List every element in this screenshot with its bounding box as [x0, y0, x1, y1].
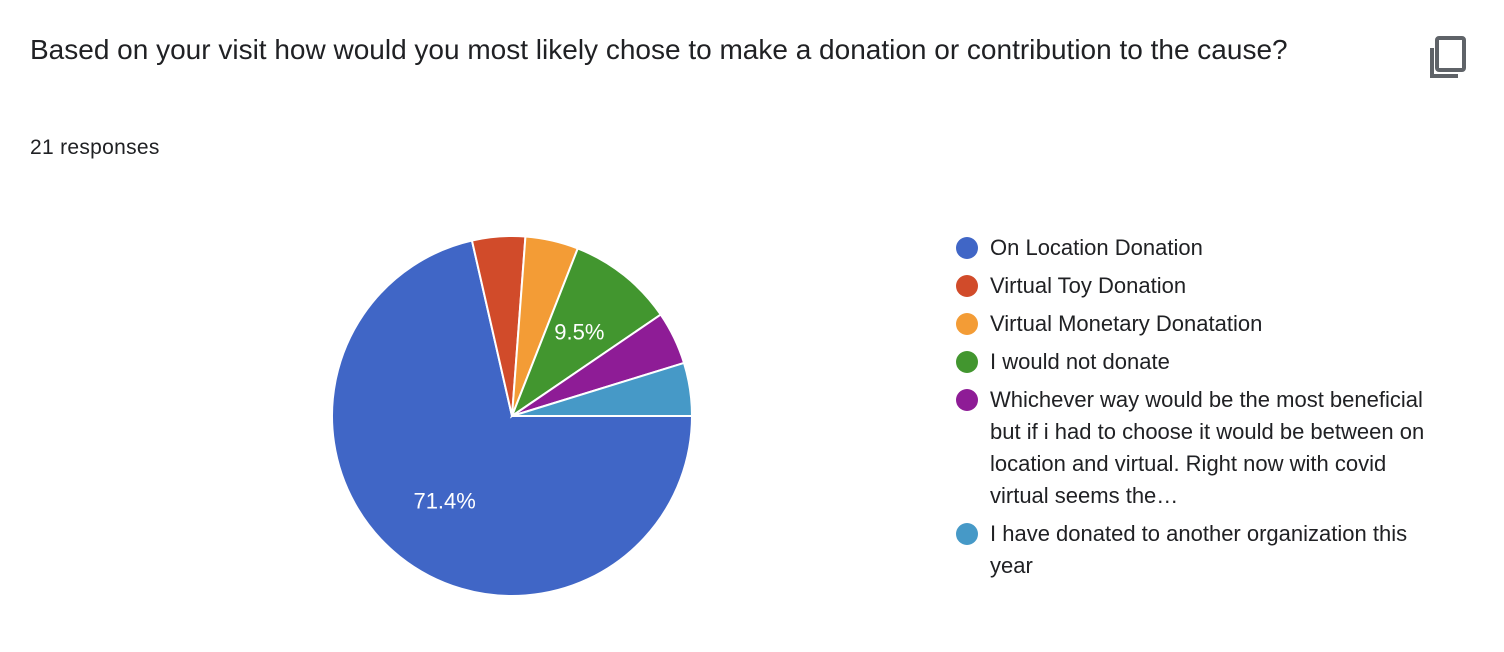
response-count: 21 responses: [30, 136, 160, 159]
copy-icon: [1430, 36, 1466, 78]
legend-swatch: [956, 351, 978, 373]
legend-item[interactable]: I would not donate: [954, 346, 1444, 378]
slice-percent-label: 9.5%: [554, 320, 604, 345]
copy-chart-button[interactable]: [1420, 30, 1470, 80]
legend-swatch: [956, 275, 978, 297]
legend-label: Virtual Monetary Donatation: [990, 311, 1263, 336]
legend-label: On Location Donation: [990, 235, 1203, 260]
legend-swatch: [956, 237, 978, 259]
pie-slice[interactable]: [509, 247, 663, 419]
legend-swatch: [956, 313, 978, 335]
legend-item[interactable]: Virtual Monetary Donatation: [954, 308, 1444, 340]
legend-label: I would not donate: [990, 349, 1170, 374]
slice-percent-label: 71.4%: [413, 488, 475, 513]
legend-item[interactable]: On Location Donation: [954, 232, 1444, 264]
legend-swatch: [956, 389, 978, 411]
question-title: Based on your visit how would you most l…: [30, 34, 1288, 65]
chart-legend: On Location Donation Virtual Toy Donation…: [954, 232, 1444, 588]
legend-item[interactable]: Virtual Toy Donation: [954, 270, 1444, 302]
legend-label: Virtual Toy Donation: [990, 273, 1187, 298]
pie-slice[interactable]: [511, 361, 694, 417]
legend-item[interactable]: I have donated to another organization t…: [954, 518, 1444, 582]
legend-label: I have donated to another organization t…: [990, 521, 1408, 578]
legend-item[interactable]: Whichever way would be the most benefici…: [954, 384, 1444, 512]
pie-slice[interactable]: [331, 239, 694, 597]
legend-swatch: [956, 523, 978, 545]
legend-label: Whichever way would be the most benefici…: [990, 387, 1425, 508]
